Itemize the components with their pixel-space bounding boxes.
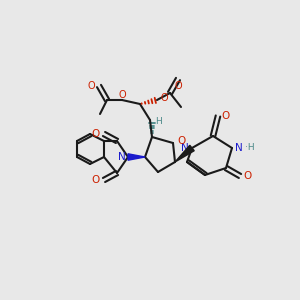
Text: ·H: ·H — [245, 143, 255, 152]
Text: O: O — [160, 93, 168, 103]
Text: O: O — [118, 90, 126, 100]
Text: O: O — [243, 171, 251, 181]
Text: O: O — [92, 175, 100, 185]
Text: N: N — [181, 143, 189, 153]
Text: N: N — [118, 152, 126, 162]
Text: O: O — [87, 81, 95, 91]
Text: O: O — [221, 111, 229, 121]
Text: O: O — [177, 136, 185, 146]
Polygon shape — [128, 154, 145, 160]
Polygon shape — [175, 145, 194, 162]
Text: O: O — [174, 81, 182, 91]
Text: H: H — [154, 118, 161, 127]
Text: O: O — [92, 129, 100, 139]
Text: N: N — [235, 143, 243, 153]
